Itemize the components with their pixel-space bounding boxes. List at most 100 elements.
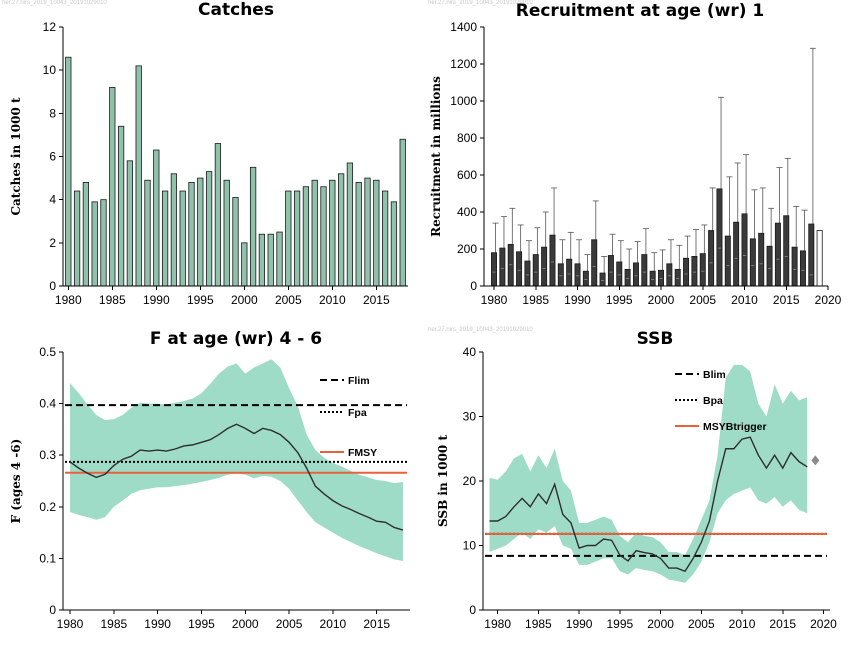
y-tick-label: 200: [457, 242, 477, 256]
recruitment-bar: [741, 213, 748, 287]
recruitment-bar: [691, 255, 698, 287]
catch-bar: [390, 201, 398, 287]
recruitment-bar: [582, 270, 589, 287]
y-tick-label: 10: [43, 63, 57, 77]
catch-bar: [144, 179, 151, 287]
y-tick-label: 0.3: [39, 448, 56, 462]
y-tick-label: 0.2: [39, 500, 56, 514]
recruitment-bar: [699, 253, 706, 287]
x-tick-label: 2015: [363, 617, 390, 631]
catch-bar: [109, 87, 116, 287]
catch-bar: [320, 186, 327, 287]
catch-bar: [100, 199, 107, 287]
recruitment-bar: [574, 263, 581, 287]
y-tick-label: 800: [457, 131, 477, 145]
catch-bar: [126, 160, 134, 287]
recruitment-bar: [799, 250, 806, 287]
catch-bar: [311, 179, 318, 287]
x-tick-label: 2005: [689, 293, 716, 307]
catches-chart: her.27.nirs_2019_10043_20191029010 0 2 4 6 8 1…: [2, 0, 408, 307]
y-tick-label: 30: [463, 410, 477, 424]
catch-bar: [381, 190, 389, 287]
catch-bar: [179, 190, 186, 287]
y-axis-label: Recruitment in millions: [429, 76, 443, 237]
recruitment-bar: [641, 254, 648, 287]
catch-bar: [135, 65, 142, 287]
catch-bar: [214, 143, 222, 287]
y-tick-label: 20: [463, 474, 477, 488]
y-tick-label: 1400: [450, 20, 477, 34]
catch-bar: [117, 125, 125, 287]
y-tick-label: 4: [49, 193, 56, 207]
recruitment-bar: [516, 251, 523, 287]
catch-bar: [267, 233, 274, 287]
x-tick-label: 2010: [731, 293, 758, 307]
x-tick-label: 2010: [320, 617, 347, 631]
catch-bar: [65, 56, 72, 287]
y-tick-label: 0: [49, 279, 56, 293]
catch-bar: [241, 242, 248, 287]
x-tick-label: 2005: [688, 617, 715, 631]
chart-title: Recruitment at age (wr) 1: [516, 1, 765, 21]
y-tick-label: 600: [457, 168, 477, 182]
x-tick-label: 1985: [525, 617, 552, 631]
recruitment-bar: [658, 269, 664, 287]
recruitment-bar: [549, 234, 556, 287]
catch-bar: [373, 179, 380, 287]
catch-bar: [188, 181, 195, 287]
legend-label-fmsy: FMSY: [348, 447, 377, 459]
recruitment-bar: [507, 243, 514, 287]
recruitment-bar: [749, 238, 756, 287]
recruitment-bar: [632, 262, 639, 287]
y-axis-label: F (ages 4 -6): [9, 439, 23, 524]
recruitment-bar: [808, 223, 815, 287]
y-tick-label: 0: [469, 603, 476, 617]
recruitment-bar: [607, 255, 614, 287]
catch-bar: [91, 201, 98, 287]
recruitment-bar: [816, 230, 823, 287]
legend: Flim Fpa FMSY: [320, 375, 377, 459]
x-tick-label: 2000: [647, 617, 674, 631]
x-tick-label: 1990: [564, 293, 591, 307]
y-tick-label: 12: [43, 20, 57, 34]
recruitment-bar: [674, 268, 681, 287]
y-tick-label: 0.1: [39, 551, 56, 565]
catch-bar: [170, 173, 178, 287]
recruitment-bar: [766, 245, 773, 287]
recruitment-bar: [491, 252, 498, 287]
catch-bar: [161, 190, 169, 287]
x-tick-label: 1990: [143, 293, 170, 307]
x-tick-label: 2010: [319, 293, 346, 307]
catch-bar: [249, 166, 257, 287]
estimate-line: [69, 423, 404, 531]
recruitment-bar: [499, 247, 506, 287]
legend-label-fpa: Fpa: [348, 407, 367, 419]
recruitment-bar: [532, 254, 539, 287]
confidence-band: [489, 364, 808, 583]
x-tick-label: 1995: [187, 293, 214, 307]
catch-bar: [258, 233, 266, 287]
x-tick-label: 2015: [769, 617, 796, 631]
catch-bar: [302, 186, 310, 287]
catch-bar: [232, 197, 239, 287]
recruitment-bar: [616, 261, 623, 287]
watermark-text: her.27.nirs_2019_10043_20191029010: [428, 327, 533, 333]
chart-title: Catches: [198, 0, 274, 20]
y-tick-label: 1000: [450, 94, 477, 108]
recruitment-bar: [758, 232, 765, 287]
x-tick-label: 2015: [363, 293, 390, 307]
chart-title: F at age (wr) 4 - 6: [150, 329, 322, 349]
x-tick-label: 2000: [648, 293, 675, 307]
x-tick-label: 2020: [815, 293, 842, 307]
catch-bar: [276, 231, 283, 287]
legend-label-flim: Flim: [348, 375, 370, 387]
catch-bar: [73, 190, 81, 287]
x-tick-label: 2020: [810, 617, 837, 631]
catch-bar: [153, 149, 160, 287]
x-tick-label: 1985: [99, 293, 126, 307]
legend-label-bpa: Bpa: [703, 395, 723, 407]
recruitment-bar: [599, 272, 606, 287]
y-tick-label: 0: [49, 603, 56, 617]
recruitment-bar: [524, 260, 531, 287]
